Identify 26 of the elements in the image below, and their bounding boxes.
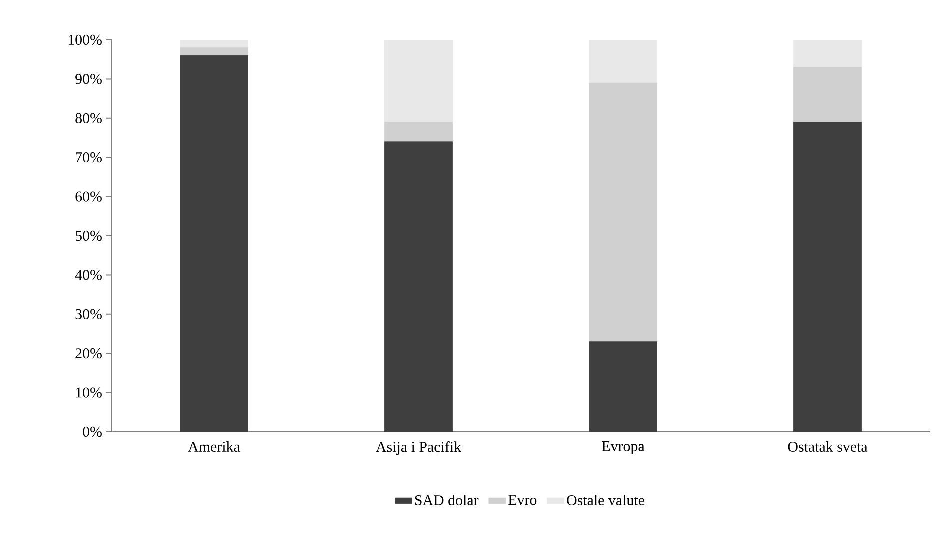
y-tick-label: 10%	[76, 388, 102, 398]
bar	[589, 82, 658, 342]
y-tick-label: 40%	[75, 270, 102, 280]
legend-label: Ostale valute	[567, 494, 644, 506]
y-tick-label: 0%	[83, 426, 102, 438]
y-tick-label: 70%	[76, 152, 102, 163]
bar	[180, 48, 248, 56]
x-tick-label: Asija i Pacifik	[376, 442, 462, 456]
x-tick-label: Ostatak sveta	[788, 442, 868, 452]
y-tick-label: 60%	[76, 192, 102, 202]
y-tick-label: 100%	[68, 34, 102, 46]
bar	[589, 40, 658, 84]
legend-label: SAD dolar	[415, 494, 479, 506]
legend-label: Evro	[508, 495, 537, 506]
y-tick-label: 80%	[76, 113, 102, 124]
y-tick-label: 90%	[76, 74, 102, 84]
bar	[794, 40, 862, 68]
bar	[794, 67, 862, 123]
bar	[180, 40, 248, 48]
y-tick-label: 50%	[76, 230, 102, 242]
x-tick-label: Amerika	[188, 442, 240, 452]
x-tick-label: Evropa	[602, 442, 645, 454]
bar	[384, 40, 453, 123]
y-tick-label: 30%	[76, 309, 102, 320]
y-tick-label: 20%	[76, 348, 102, 359]
bar	[384, 122, 453, 142]
